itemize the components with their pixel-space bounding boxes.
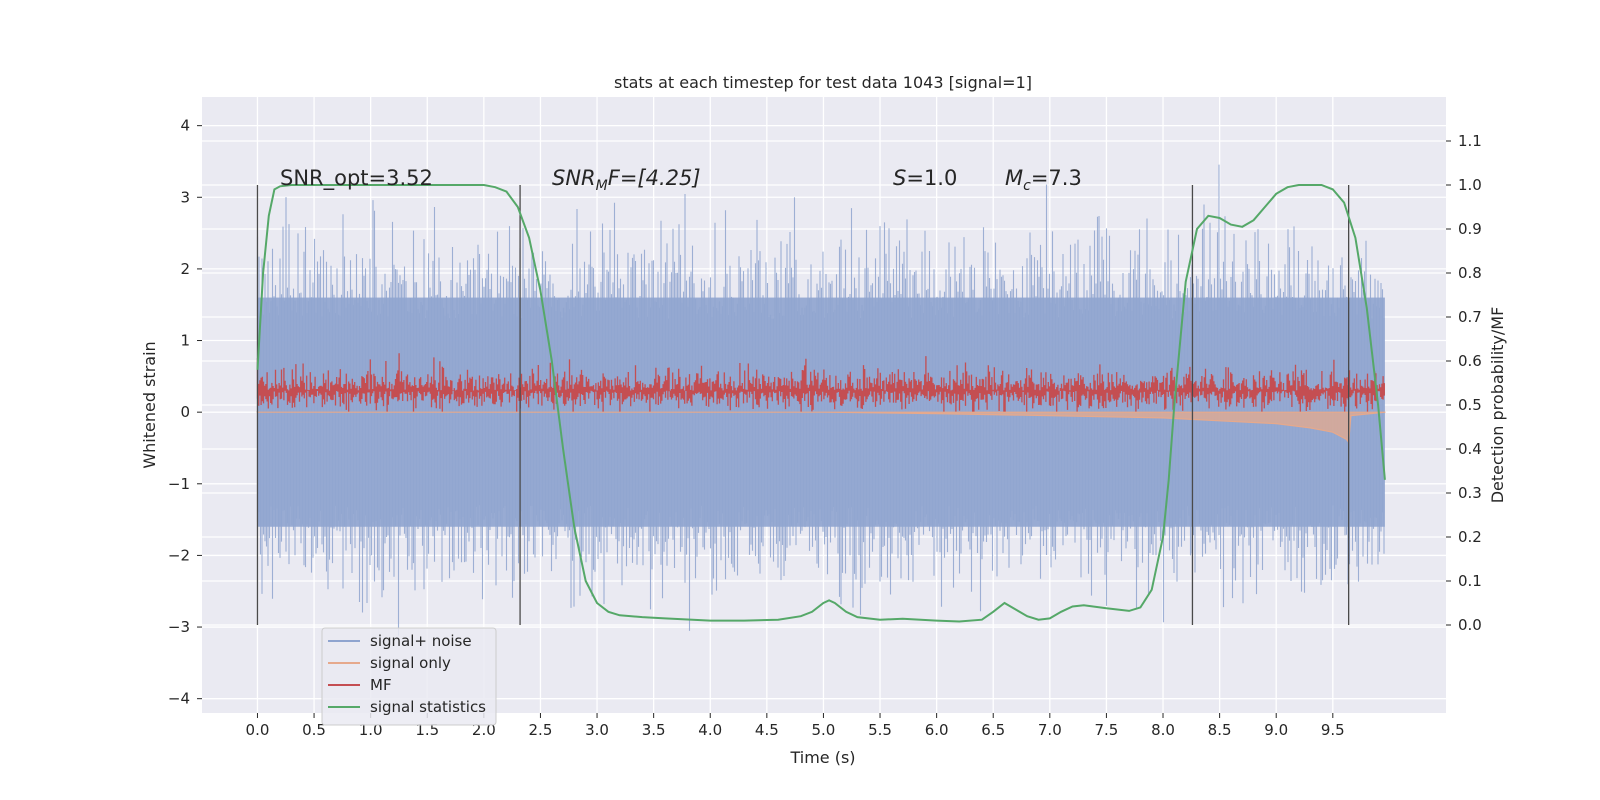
annotation-s: S=1.0 bbox=[893, 166, 957, 190]
y-left-tick-label-5: −1 bbox=[168, 475, 190, 493]
y-left-tick-label-7: −3 bbox=[168, 618, 190, 636]
x-tick-label-8: 4.0 bbox=[698, 721, 722, 739]
y-right-tick-label-6: 0.5 bbox=[1458, 396, 1482, 414]
y-left-tick-label-8: −4 bbox=[168, 690, 190, 708]
annotation-snr-mf: SNRMF=[4.25] bbox=[552, 166, 701, 194]
legend-label-mf: MF bbox=[370, 676, 392, 694]
x-tick-label-1: 0.5 bbox=[302, 721, 326, 739]
y-right-tick-label-10: 0.1 bbox=[1458, 572, 1482, 590]
x-tick-label-16: 8.0 bbox=[1151, 721, 1175, 739]
x-tick-label-11: 5.5 bbox=[868, 721, 892, 739]
y-right-tick-label-4: 0.7 bbox=[1458, 308, 1482, 326]
y-left-tick-label-6: −2 bbox=[168, 546, 190, 564]
y-right-tick-label-2: 0.9 bbox=[1458, 220, 1482, 238]
x-tick-label-10: 5.0 bbox=[812, 721, 836, 739]
x-tick-label-0: 0.0 bbox=[246, 721, 270, 739]
y-right-tick-label-8: 0.3 bbox=[1458, 484, 1482, 502]
y-left-tick-label-1: 3 bbox=[180, 188, 190, 206]
annotation-mc: Mc=7.3 bbox=[1005, 166, 1082, 194]
legend-label-signal-statistics: signal statistics bbox=[370, 698, 486, 716]
x-axis-label: Time (s) bbox=[789, 748, 855, 767]
y-left-tick-label-0: 4 bbox=[180, 117, 190, 135]
x-tick-label-19: 9.5 bbox=[1321, 721, 1345, 739]
signal-statistics-series bbox=[256, 184, 1386, 623]
chart-title: stats at each timestep for test data 104… bbox=[614, 73, 1032, 92]
y-left-tick-label-2: 2 bbox=[180, 260, 190, 278]
y-right-tick-label-7: 0.4 bbox=[1458, 440, 1482, 458]
y-ticks-right: 1.1 1.0 0.9 0.8 0.7 0.6 0.5 0.4 0.3 0.2 0.1 0.0 bbox=[1446, 132, 1482, 634]
x-tick-label-12: 6.0 bbox=[925, 721, 949, 739]
x-tick-label-9: 4.5 bbox=[755, 721, 779, 739]
y-ticks-left: 4 3 2 1 0 −1 −2 −3 −4 bbox=[168, 117, 202, 708]
x-tick-label-15: 7.5 bbox=[1094, 721, 1118, 739]
y-axis-label-left: Whitened strain bbox=[140, 341, 159, 468]
x-tick-label-14: 7.0 bbox=[1038, 721, 1062, 739]
annotation-snr-opt: SNR_opt=3.52 bbox=[280, 166, 433, 191]
y-right-tick-label-3: 0.8 bbox=[1458, 264, 1482, 282]
x-tick-label-7: 3.5 bbox=[642, 721, 666, 739]
x-tick-label-5: 2.5 bbox=[529, 721, 553, 739]
y-right-tick-label-9: 0.2 bbox=[1458, 528, 1482, 546]
y-right-tick-label-1: 1.0 bbox=[1458, 176, 1482, 194]
vertical-markers bbox=[256, 185, 1350, 625]
x-tick-label-18: 9.0 bbox=[1264, 721, 1288, 739]
y-axis-label-right: Detection probability/MF bbox=[1488, 307, 1507, 504]
y-right-tick-label-0: 1.1 bbox=[1458, 132, 1482, 150]
signal-only-series bbox=[256, 411, 1386, 444]
legend-box bbox=[321, 627, 497, 726]
x-tick-label-13: 6.5 bbox=[981, 721, 1005, 739]
x-tick-label-17: 8.5 bbox=[1208, 721, 1232, 739]
x-ticks: 0.0 0.5 1.0 1.5 2.0 2.5 3.0 3.5 4.0 4.5 5.0 5.5 6.0 6… bbox=[246, 713, 1345, 739]
legend: signal+ noise signal only MF signal stat… bbox=[321, 627, 497, 726]
y-left-tick-label-4: 0 bbox=[180, 403, 190, 421]
x-tick-label-6: 3.0 bbox=[585, 721, 609, 739]
legend-label-signal-noise: signal+ noise bbox=[370, 632, 472, 650]
y-right-tick-label-11: 0.0 bbox=[1458, 616, 1482, 634]
y-right-tick-label-5: 0.6 bbox=[1458, 352, 1482, 370]
legend-label-signal-only: signal only bbox=[370, 654, 451, 672]
y-left-tick-label-3: 1 bbox=[180, 332, 190, 350]
